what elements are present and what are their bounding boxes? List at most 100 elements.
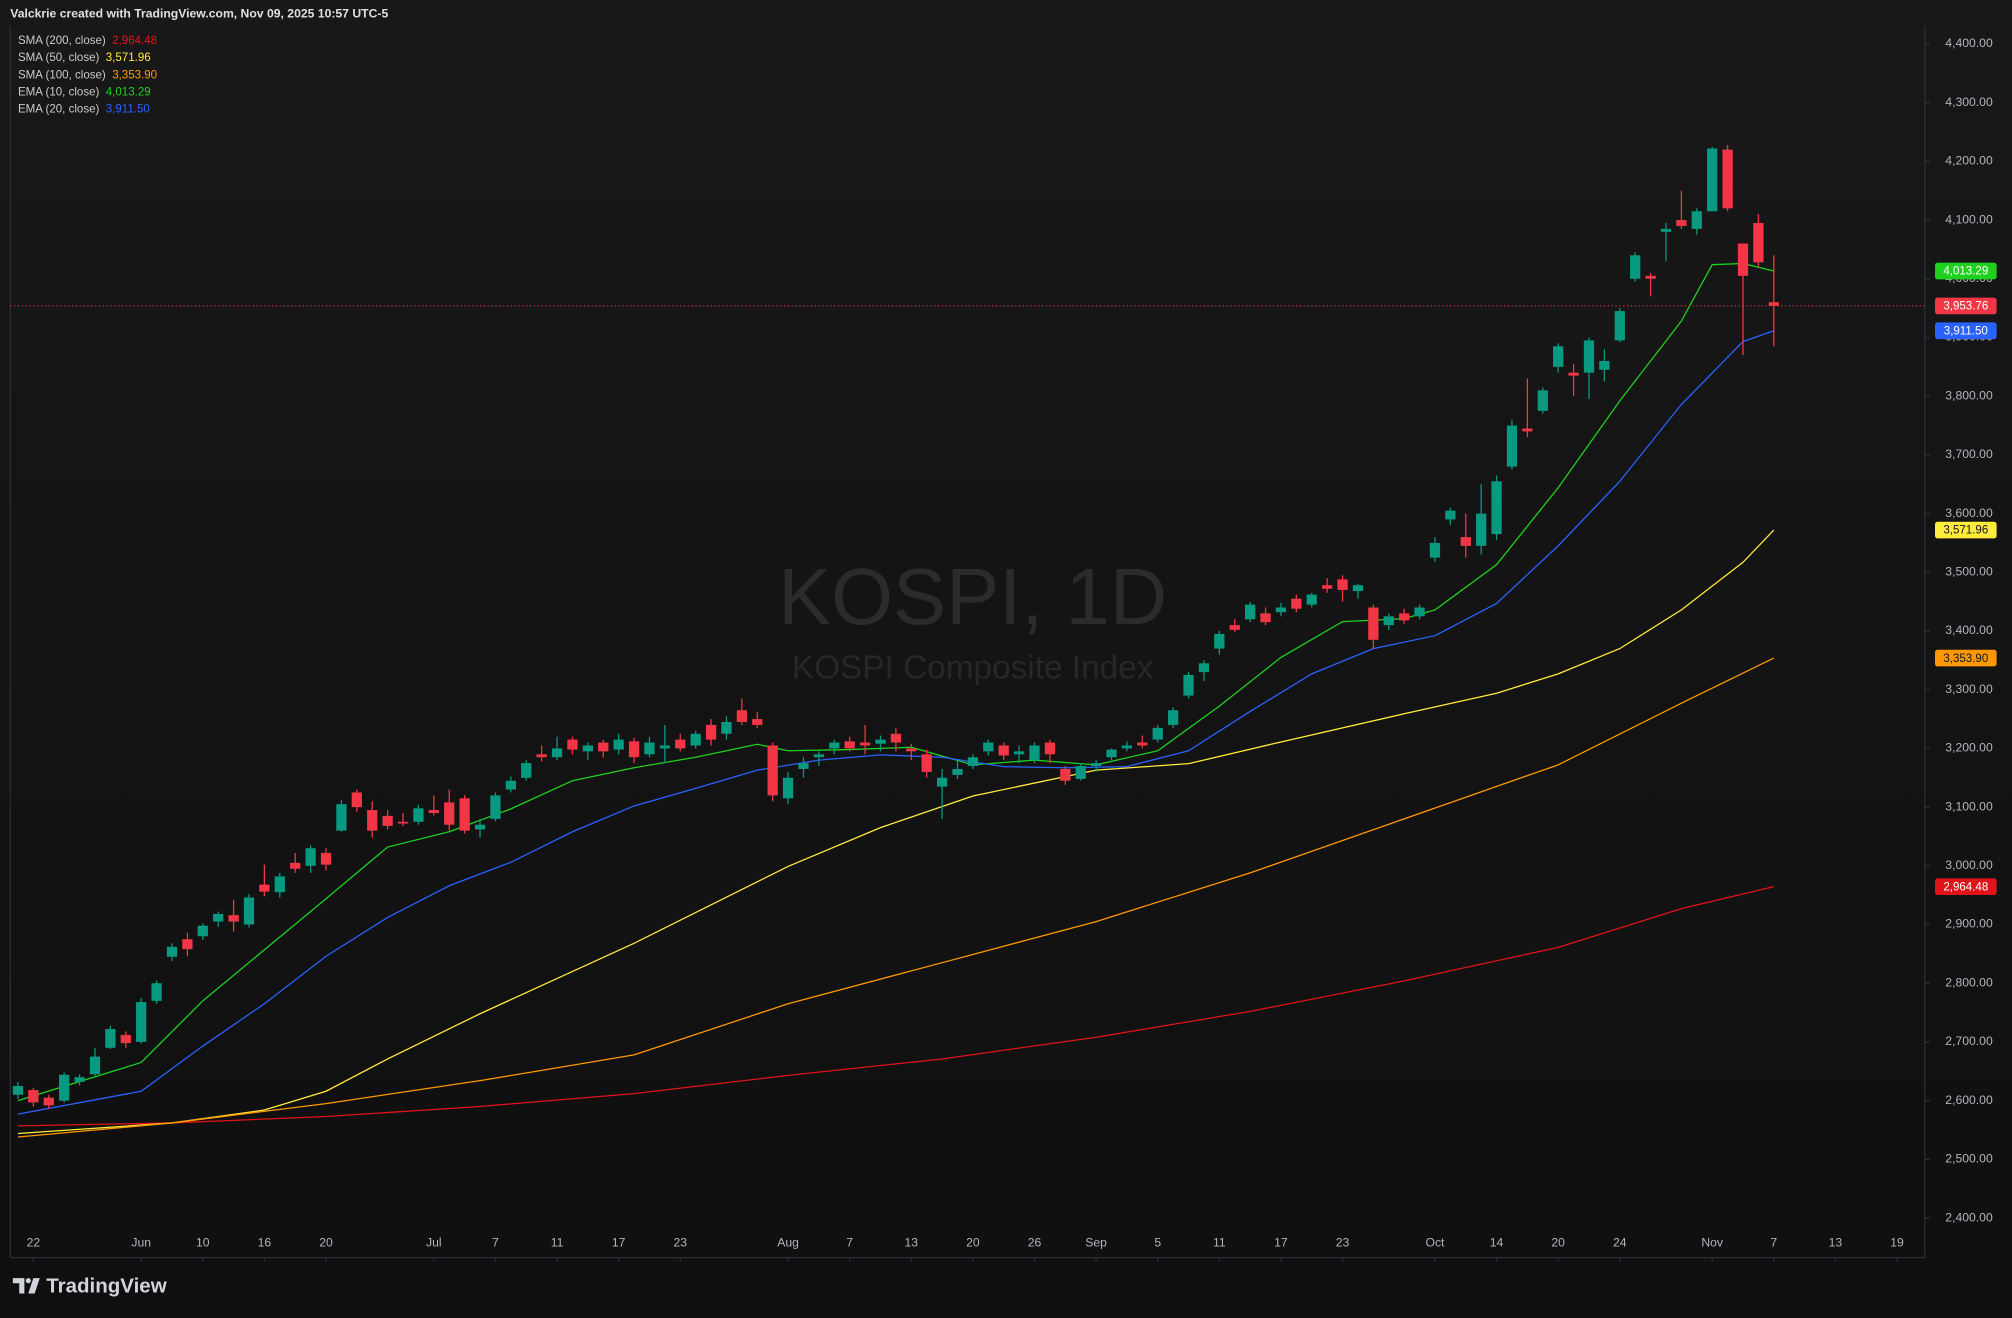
candle-body — [444, 802, 455, 825]
logo-mark — [12, 1278, 40, 1294]
header: Valckrie created with TradingView.com, N… — [10, 6, 388, 20]
y-tick-label: 3,000.00 — [1945, 858, 1993, 872]
x-tick-label: 7 — [492, 1236, 499, 1250]
price-badge — [1935, 521, 1997, 539]
candle-body — [598, 742, 609, 752]
candle-body — [1121, 745, 1133, 749]
legend-entry: SMA (200, close) 2,964.48 — [18, 35, 157, 47]
x-tick-label: 13 — [905, 1236, 919, 1250]
candle-body — [182, 939, 193, 950]
candle-body — [1291, 598, 1302, 609]
candle-body — [1013, 751, 1025, 755]
x-tick-label: 24 — [1613, 1236, 1627, 1250]
candle-body — [582, 745, 593, 752]
legend-name: SMA (50, close) — [18, 52, 100, 64]
x-tick-label: 17 — [1274, 1236, 1288, 1250]
candle-body — [875, 739, 886, 744]
y-tick-label: 3,400.00 — [1945, 623, 1993, 637]
candle-body — [1460, 537, 1471, 546]
price-badge — [1935, 649, 1997, 667]
candle-body — [1583, 340, 1595, 373]
candle-body — [1198, 663, 1210, 673]
y-tick-label: 2,400.00 — [1945, 1210, 1993, 1224]
ma-line — [17, 529, 1775, 1135]
candle-body — [413, 808, 424, 822]
x-tick-label: Aug — [777, 1236, 799, 1250]
legend-entry: SMA (100, close) 3,353.90 — [18, 69, 157, 81]
x-tick-label: Nov — [1701, 1236, 1724, 1250]
y-tick-label: 2,800.00 — [1945, 975, 1993, 989]
price-badge-label: 4,013.29 — [1943, 266, 1988, 278]
x-tick-label: 7 — [846, 1236, 853, 1250]
candle-body — [367, 810, 378, 831]
candle-body — [644, 742, 655, 755]
x-tick-label: 13 — [1829, 1236, 1843, 1250]
candle-body — [1476, 513, 1487, 546]
candle-body — [1090, 763, 1102, 767]
candle-body — [213, 913, 224, 922]
x-tick-label: 11 — [551, 1236, 564, 1250]
x-tick-label: Sep — [1085, 1236, 1107, 1250]
candle-body — [998, 745, 1009, 756]
y-tick-label: 2,900.00 — [1945, 917, 1993, 931]
candle-body — [197, 925, 208, 937]
candle-body — [243, 897, 255, 925]
x-tick-label: 20 — [1551, 1236, 1565, 1250]
watermark-subtitle: KOSPI Composite Index — [792, 650, 1154, 687]
x-tick-label: 26 — [1028, 1236, 1042, 1250]
candle-body — [1691, 211, 1702, 229]
candle-body — [675, 739, 686, 749]
x-tick-label: 11 — [1213, 1236, 1226, 1250]
candle-body — [1707, 148, 1718, 212]
x-tick-label: 5 — [1154, 1236, 1161, 1250]
watermark-title: KOSPI, 1D — [778, 552, 1167, 641]
y-tick-label: 2,500.00 — [1945, 1152, 1993, 1166]
y-tick-label: 3,700.00 — [1945, 447, 1993, 461]
candle-body — [1414, 607, 1425, 617]
candle-body — [721, 721, 732, 734]
candle-body — [1229, 625, 1240, 630]
y-tick-label: 3,200.00 — [1945, 741, 1993, 755]
candle-body — [166, 946, 178, 957]
price-badge-label: 3,911.50 — [1944, 325, 1988, 337]
candle-body — [1429, 542, 1441, 558]
y-tick-label: 4,400.00 — [1945, 36, 1993, 50]
candle-body — [1368, 607, 1379, 640]
legend-entry: SMA (50, close) 3,571.96 — [18, 52, 151, 64]
candle-body — [736, 710, 747, 722]
y-tick-label: 3,300.00 — [1945, 682, 1993, 696]
candle-body — [228, 915, 239, 922]
x-tick-label: 22 — [27, 1236, 41, 1250]
candle-body — [952, 768, 963, 775]
candle-body — [1522, 428, 1533, 432]
candle-body — [74, 1077, 85, 1082]
brand: TradingView — [46, 1275, 167, 1298]
x-tick-label: Oct — [1425, 1236, 1445, 1250]
candle-body — [567, 739, 578, 750]
y-tick-label: 3,500.00 — [1945, 565, 1993, 579]
legend-name: SMA (100, close) — [18, 69, 106, 81]
candle-body — [1676, 220, 1687, 226]
candle-body — [1106, 749, 1117, 758]
candle-body — [1768, 302, 1779, 306]
candle-body — [767, 745, 778, 796]
y-tick-label: 3,100.00 — [1945, 799, 1993, 813]
x-tick-label: 16 — [258, 1236, 272, 1250]
ma-line — [17, 657, 1775, 1138]
candle-body — [1491, 481, 1502, 535]
candle-body — [1167, 710, 1179, 725]
candle-body — [151, 983, 162, 1001]
brand-logo: TradingView — [12, 1275, 167, 1298]
legend-entry: EMA (10, close) 4,013.29 — [18, 86, 151, 98]
candle-body — [798, 763, 809, 769]
candle-body — [1060, 768, 1071, 781]
candle-body — [136, 1002, 147, 1042]
candle-body — [397, 821, 409, 824]
legend-value: 2,964.48 — [112, 35, 157, 47]
candle-body — [813, 754, 825, 758]
candle-body — [351, 792, 362, 808]
candle-body — [890, 733, 902, 743]
legend-value: 3,353.90 — [112, 69, 157, 81]
x-tick-label: 7 — [1770, 1236, 1777, 1250]
